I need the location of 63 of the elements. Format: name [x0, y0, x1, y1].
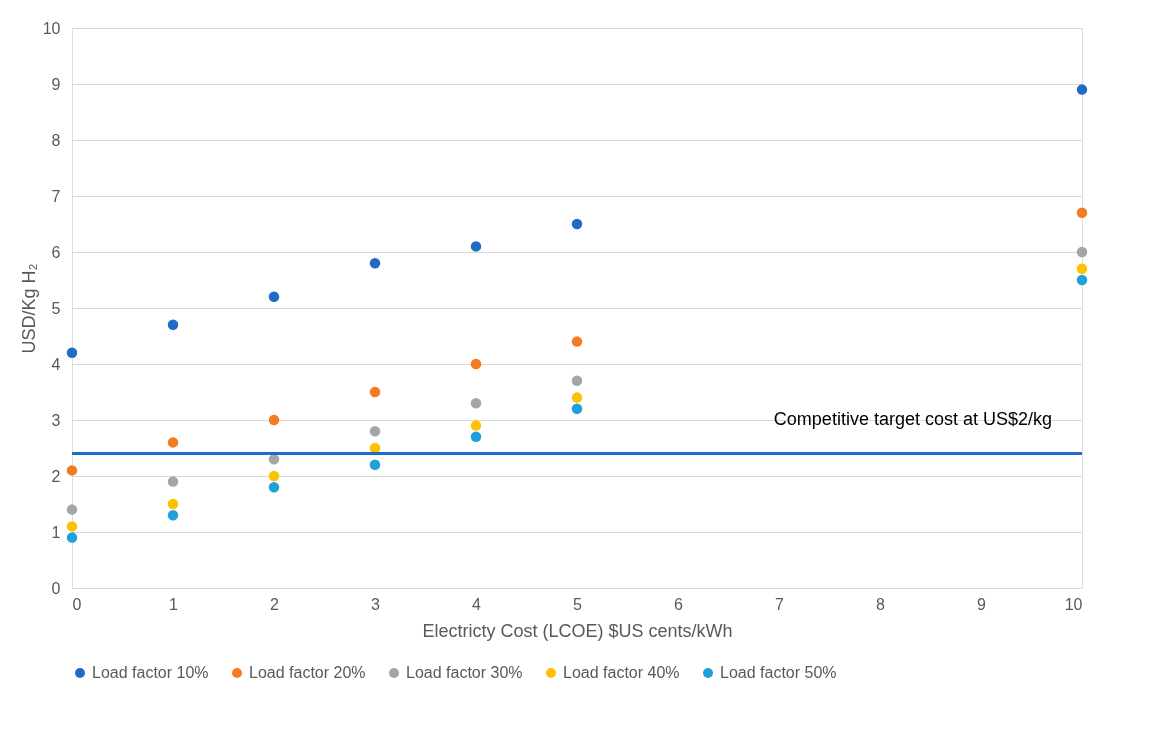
x-tick-label: 9: [977, 595, 987, 613]
y-tick-label: 3: [51, 411, 61, 429]
point: [470, 241, 482, 252]
legend-label: Load factor 40%: [563, 664, 680, 681]
y-axis-title: USD/Kg H₂: [18, 263, 39, 354]
x-tick-label: 0: [72, 595, 82, 613]
point: [66, 504, 78, 515]
point: [268, 470, 280, 482]
point: [66, 347, 78, 359]
x-tick-label: 7: [775, 595, 785, 613]
point: [268, 291, 280, 303]
point: [1076, 246, 1088, 258]
point: [167, 476, 179, 487]
x-tick-label: 3: [371, 595, 381, 613]
point: [369, 459, 381, 471]
y-tick-label: 5: [51, 299, 61, 317]
point: [571, 336, 583, 347]
x-tick-label: 1: [169, 595, 179, 613]
legend-label: Load factor 30%: [406, 664, 523, 681]
y-tick-label: 10: [42, 19, 61, 37]
x-axis-title: Electricty Cost (LCOE) $US cents/kWh: [422, 620, 733, 641]
point: [1076, 207, 1088, 219]
legend-label: Load factor 10%: [92, 664, 209, 681]
point: [66, 521, 78, 532]
x-tick-label: 5: [573, 595, 583, 613]
y-tick-label: 1: [51, 523, 61, 541]
ref-line-label: Competitive target cost at US$2/kg: [773, 408, 1052, 429]
x-tick-label: 4: [472, 595, 482, 613]
x-tick-label: 6: [674, 595, 684, 613]
x-tick-label: 8: [876, 595, 886, 613]
point: [470, 358, 482, 370]
point: [1076, 263, 1088, 275]
legend-label: Load factor 50%: [720, 664, 837, 681]
point: [268, 481, 280, 493]
point: [571, 392, 583, 403]
point: [571, 375, 583, 387]
point: [571, 218, 583, 230]
point: [470, 431, 482, 443]
point: [369, 386, 381, 398]
point: [571, 403, 583, 415]
point: [369, 257, 381, 269]
x-tick-label: 10: [1064, 595, 1083, 613]
legend-label: Load factor 20%: [249, 664, 366, 681]
point: [66, 465, 78, 476]
point: [470, 420, 482, 431]
x-tick-label: 2: [270, 595, 280, 613]
point: [1076, 84, 1088, 95]
y-tick-label: 0: [51, 579, 61, 597]
y-tick-label: 6: [51, 243, 61, 261]
point: [369, 425, 381, 437]
point: [167, 319, 179, 331]
y-tick-label: 7: [51, 187, 61, 205]
point: [167, 437, 179, 448]
point: [167, 498, 179, 510]
point: [66, 532, 78, 543]
y-tick-label: 9: [51, 75, 61, 93]
point: [470, 397, 482, 409]
y-tick-label: 4: [51, 355, 61, 373]
point: [268, 414, 280, 426]
point: [167, 509, 179, 521]
y-tick-label: 8: [51, 131, 61, 149]
y-tick-label: 2: [51, 467, 61, 485]
point: [1076, 274, 1088, 286]
